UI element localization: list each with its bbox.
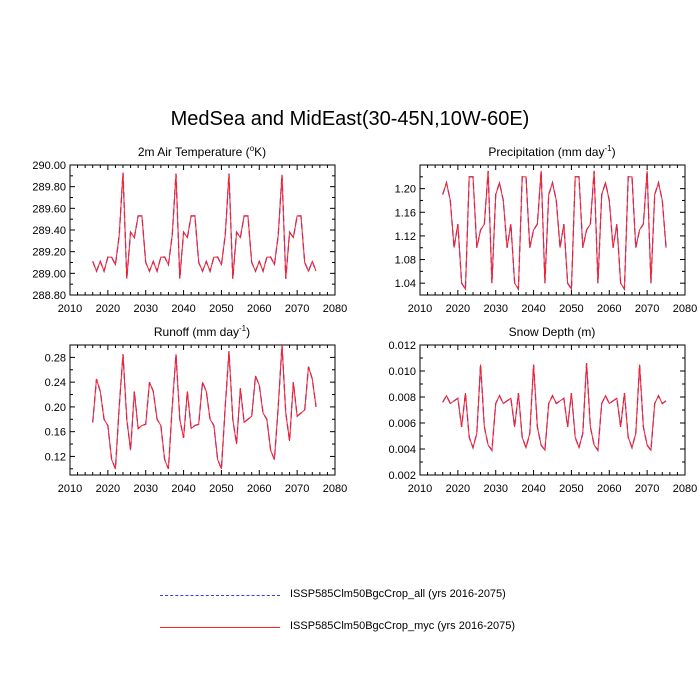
series-line-myc <box>442 363 667 452</box>
panel-title-text: Precipitation (mm day <box>488 145 604 159</box>
y-tick-label: 0.12 <box>45 451 66 463</box>
x-tick-label: 2040 <box>171 483 195 495</box>
panel-title-text-end: ) <box>612 145 616 159</box>
plot-frame <box>419 164 686 296</box>
x-tick-label: 2060 <box>597 303 621 315</box>
x-tick-label: 2070 <box>635 303 659 315</box>
legend-label-myc: ISSP585Clm50BgcCrop_myc (yrs 2016-2075) <box>290 620 515 632</box>
x-tick-label: 2010 <box>58 483 82 495</box>
y-tick-label: 288.80 <box>32 290 66 302</box>
y-tick-label: 290.00 <box>32 160 66 172</box>
panel-title: 2m Air Temperature (oK) <box>138 144 266 159</box>
x-tick-label: 2050 <box>559 483 583 495</box>
figure-title: MedSea and MidEast(30-45N,10W-60E) <box>170 108 530 130</box>
x-tick-label: 2020 <box>96 483 120 495</box>
legend-swatch-all <box>160 595 280 596</box>
y-tick-label: 0.24 <box>45 377 66 389</box>
x-tick-label: 2070 <box>635 483 659 495</box>
y-tick-label: 0.008 <box>388 392 416 404</box>
panel-title: Runoff (mm day-1) <box>154 324 250 339</box>
y-tick-label: 0.004 <box>388 444 416 456</box>
y-tick-label: 289.40 <box>32 225 66 237</box>
x-tick-label: 2030 <box>483 303 507 315</box>
x-tick-label: 2020 <box>446 483 470 495</box>
y-tick-label: 0.002 <box>388 470 416 482</box>
x-tick-label: 2050 <box>209 483 233 495</box>
x-tick-label: 2060 <box>247 303 271 315</box>
x-tick-label: 2070 <box>285 483 309 495</box>
panel-title-text: Runoff (mm day <box>154 325 239 339</box>
panel-3: Runoff (mm day-1) 2010 2020 2030 2040 2050 206… <box>45 324 348 495</box>
x-tick-label: 2040 <box>521 483 545 495</box>
panel-title-text: Snow Depth (m) <box>509 325 596 339</box>
x-tick-label: 2020 <box>446 303 470 315</box>
panel-title-superscript: o <box>250 144 255 153</box>
y-tick-label: 0.28 <box>45 352 66 364</box>
panel-title-text-end: ) <box>246 325 250 339</box>
x-tick-label: 2080 <box>673 483 697 495</box>
x-tick-label: 2070 <box>285 303 309 315</box>
y-tick-label: 289.80 <box>32 182 66 194</box>
panel-title-text-end: K) <box>254 145 266 159</box>
y-tick-label: 289.20 <box>32 247 66 259</box>
x-tick-label: 2010 <box>408 483 432 495</box>
y-tick-label: 1.20 <box>395 184 416 196</box>
series-line-myc <box>92 344 317 469</box>
y-tick-label: 1.16 <box>395 207 416 219</box>
y-tick-label: 0.16 <box>45 427 66 439</box>
x-tick-label: 2040 <box>171 303 195 315</box>
x-tick-label: 2080 <box>323 303 347 315</box>
series-line-myc <box>442 170 667 291</box>
y-tick-label: 1.12 <box>395 231 416 243</box>
x-tick-label: 2040 <box>521 303 545 315</box>
x-tick-label: 2030 <box>133 303 157 315</box>
panel-title-superscript: -1 <box>239 324 247 333</box>
y-tick-label: 289.60 <box>32 203 66 215</box>
panel-title: Precipitation (mm day-1) <box>488 144 615 159</box>
x-tick-label: 2020 <box>96 303 120 315</box>
plot-frame <box>69 344 336 476</box>
panel-1: 2m Air Temperature (oK) 2010 2020 2030 2040 2… <box>32 144 347 315</box>
x-tick-label: 2060 <box>247 483 271 495</box>
panel-title: Snow Depth (m) <box>509 325 596 339</box>
panel-2: Precipitation (mm day-1) 2010 2020 2030 2040… <box>395 144 698 315</box>
legend-swatch-myc <box>160 627 280 628</box>
legend-label-all: ISSP585Clm50BgcCrop_all (yrs 2016-2075) <box>290 588 506 600</box>
y-tick-label: 0.012 <box>388 340 416 352</box>
x-tick-label: 2010 <box>408 303 432 315</box>
panel-4: Snow Depth (m) 2010 2020 2030 2040 2050 2060 20… <box>388 325 697 495</box>
y-tick-label: 0.010 <box>388 366 416 378</box>
y-tick-label: 289.00 <box>32 268 66 280</box>
x-tick-label: 2050 <box>559 303 583 315</box>
y-tick-label: 0.20 <box>45 402 66 414</box>
y-tick-label: 1.04 <box>395 278 416 290</box>
x-tick-label: 2030 <box>133 483 157 495</box>
x-tick-label: 2080 <box>673 303 697 315</box>
y-tick-label: 0.006 <box>388 418 416 430</box>
y-tick-label: 1.08 <box>395 255 416 267</box>
x-tick-label: 2050 <box>209 303 233 315</box>
x-tick-label: 2080 <box>323 483 347 495</box>
panel-title-superscript: -1 <box>604 144 612 153</box>
series-line-myc <box>92 172 317 279</box>
x-tick-label: 2030 <box>483 483 507 495</box>
x-tick-label: 2060 <box>597 483 621 495</box>
panel-title-text: 2m Air Temperature ( <box>138 145 250 159</box>
x-tick-label: 2010 <box>58 303 82 315</box>
